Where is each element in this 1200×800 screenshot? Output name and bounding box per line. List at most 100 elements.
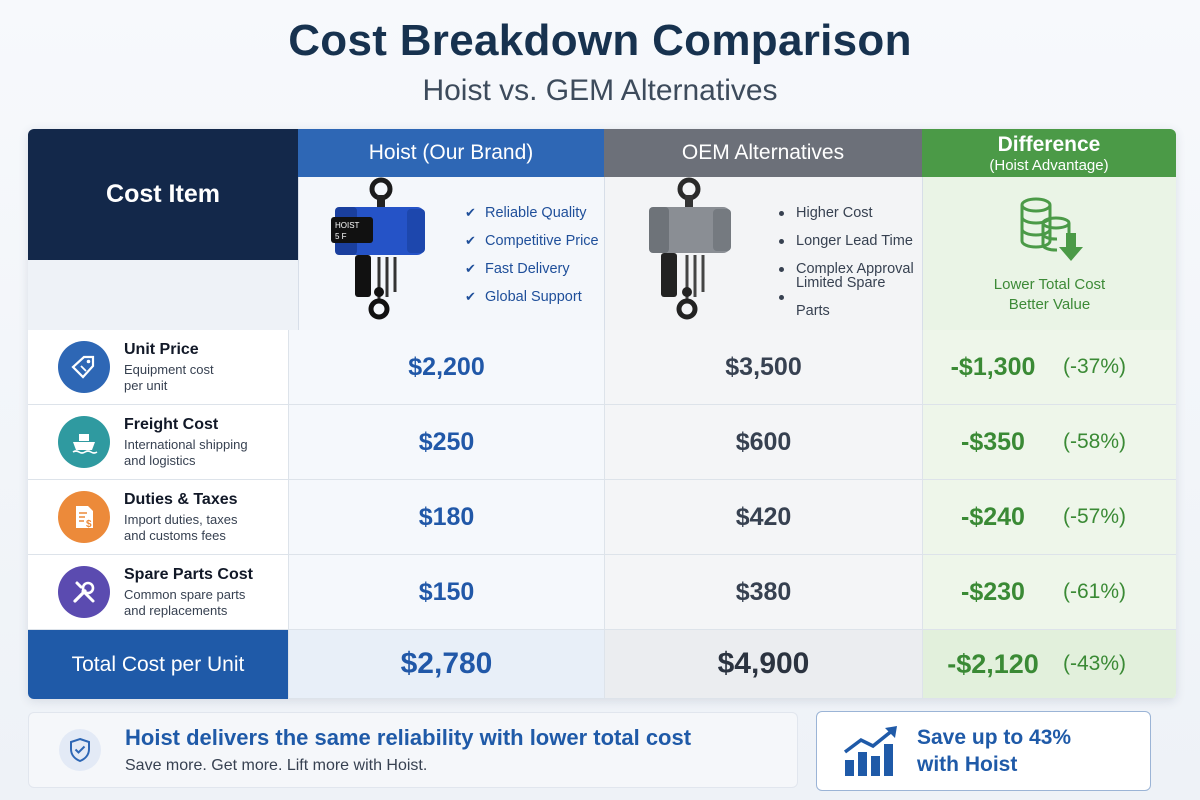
diff-amount: -$350 — [961, 427, 1025, 456]
diff-value: -$350 (-58%) — [922, 405, 1176, 480]
hoist-value: $180 — [288, 480, 604, 555]
check-icon: ✔ — [465, 233, 476, 248]
difference-summary: Lower Total Cost Better Value — [994, 275, 1105, 315]
feature-label: Longer Lead Time — [796, 233, 913, 249]
oem-value: $380 — [604, 555, 922, 630]
row-desc: International shipping — [124, 436, 248, 452]
header-oem-label: OEM Alternatives — [681, 141, 845, 164]
hoist-value: $150 — [288, 555, 604, 630]
row-duties-taxes: $ Duties & Taxes Import duties, taxes an… — [28, 480, 288, 555]
feature-label: Global Support — [485, 289, 582, 305]
total-oem-value: $4,900 — [604, 630, 922, 699]
difference-panel: Lower Total Cost Better Value — [922, 177, 1176, 330]
wrench-icon — [58, 566, 110, 618]
feature-label: Reliable Quality — [485, 205, 587, 221]
header-hoist: Hoist (Our Brand) — [298, 129, 604, 177]
diff-percent: (-57%) — [1063, 505, 1127, 528]
total-diff-amount: -$2,120 — [947, 648, 1039, 679]
feature-label: Competitive Price — [485, 233, 599, 249]
footer-subtitle: Save more. Get more. Lift more with Hois… — [125, 757, 428, 774]
hoist-product-image: HOIST 5 F — [331, 177, 425, 320]
diff-amount: -$240 — [961, 502, 1025, 531]
row-desc: Common spare parts — [124, 586, 246, 602]
header-difference: Difference (Hoist Advantage) — [922, 129, 1176, 177]
check-icon: ✔ — [465, 261, 476, 276]
diff-percent: (-61%) — [1063, 580, 1127, 603]
comparison-table: Cost Item Hoist (Our Brand) OEM Alternat… — [28, 129, 1176, 699]
hoist-feature: ✔ Competitive Price — [465, 227, 599, 255]
footer-title: Hoist delivers the same reliability with… — [125, 725, 692, 750]
oem-value: $600 — [604, 405, 922, 480]
row-desc: Equipment cost — [124, 361, 214, 377]
total-label: Total Cost per Unit — [28, 630, 288, 699]
savings-callout: Save up to 43% with Hoist — [816, 711, 1151, 791]
header-diff-sublabel: (Hoist Advantage) — [989, 156, 1109, 174]
svg-text:5 F: 5 F — [335, 232, 347, 241]
row-unit-price: Unit Price Equipment cost per unit — [28, 330, 288, 405]
footer-message: Hoist delivers the same reliability with… — [28, 712, 798, 788]
oem-feature: Longer Lead Time — [777, 227, 922, 255]
savings-line: Save up to 43% — [917, 726, 1072, 749]
tax-document-icon: $ — [58, 491, 110, 543]
row-title: Duties & Taxes — [124, 490, 238, 508]
oem-feature: Higher Cost — [777, 199, 922, 227]
hoist-feature-list: ✔ Reliable Quality ✔ Competitive Price ✔ Fa… — [465, 199, 599, 311]
row-title: Unit Price — [124, 340, 199, 358]
page-subtitle: Hoist vs. GEM Alternatives — [422, 74, 778, 107]
diff-amount: -$230 — [961, 577, 1025, 606]
check-icon: ✔ — [465, 205, 476, 220]
row-desc: Import duties, taxes — [124, 511, 238, 527]
row-title: Spare Parts Cost — [124, 565, 253, 583]
bullet-icon — [779, 266, 784, 272]
row-freight-cost: Freight Cost International shipping and … — [28, 405, 288, 480]
total-diff-value: -$2,120 (-43%) — [922, 630, 1176, 699]
hoist-panel: HOIST 5 F ✔ Reliable Quality ✔ Competitive… — [298, 177, 604, 330]
total-hoist-value: $2,780 — [288, 630, 604, 699]
row-desc: per unit — [124, 377, 168, 393]
total-diff-percent: (-43%) — [1063, 652, 1127, 675]
oem-panel: Higher Cost Longer Lead Time Complex App… — [604, 177, 922, 330]
hoist-feature: ✔ Reliable Quality — [465, 199, 599, 227]
price-tag-icon — [58, 341, 110, 393]
feature-label: Complex Approval — [796, 261, 914, 277]
diff-percent: (-58%) — [1063, 430, 1127, 453]
oem-feature-list: Higher Cost Longer Lead Time Complex App… — [777, 199, 922, 319]
row-desc: and logistics — [124, 452, 196, 468]
diff-value: -$1,300 (-37%) — [922, 330, 1176, 405]
row-desc: and replacements — [124, 602, 228, 618]
header-spacer — [28, 260, 298, 330]
diff-value: -$240 (-57%) — [922, 480, 1176, 555]
hoist-feature: ✔ Fast Delivery — [465, 255, 599, 283]
check-icon: ✔ — [465, 289, 476, 304]
feature-label: Higher Cost — [796, 205, 873, 221]
hoist-value: $2,200 — [288, 330, 604, 405]
bullet-icon — [779, 238, 784, 244]
hoist-feature: ✔ Global Support — [465, 283, 599, 311]
ship-icon — [58, 416, 110, 468]
header-oem: OEM Alternatives — [604, 129, 922, 177]
feature-label: Limited Spare Parts — [795, 275, 886, 319]
savings-line: with Hoist — [917, 753, 1018, 776]
shield-check-icon — [59, 729, 101, 771]
row-desc: and customs fees — [124, 527, 226, 543]
oem-feature: Limited Spare Parts — [777, 275, 922, 319]
bullet-icon — [779, 210, 784, 216]
diff-summary-line: Lower Total Cost — [993, 276, 1106, 293]
hoist-product-label: HOIST — [335, 221, 360, 230]
diff-value: -$230 (-61%) — [922, 555, 1176, 630]
bullet-icon — [779, 294, 784, 300]
diff-amount: -$1,300 — [950, 352, 1036, 381]
oem-product-image — [649, 177, 731, 320]
page-title: Cost Breakdown Comparison — [288, 16, 912, 65]
header-hoist-label: Hoist (Our Brand) — [368, 141, 534, 164]
oem-feature: Complex Approval — [777, 255, 922, 283]
coins-down-arrow-icon — [1020, 197, 1083, 261]
hoist-value: $250 — [288, 405, 604, 480]
header-cost-item: Cost Item — [28, 129, 298, 260]
growth-chart-icon — [843, 726, 897, 776]
oem-value: $3,500 — [604, 330, 922, 405]
row-title: Freight Cost — [124, 415, 219, 433]
header-diff-label: Difference — [997, 132, 1101, 156]
diff-percent: (-37%) — [1063, 355, 1127, 378]
svg-text:$: $ — [86, 519, 92, 530]
